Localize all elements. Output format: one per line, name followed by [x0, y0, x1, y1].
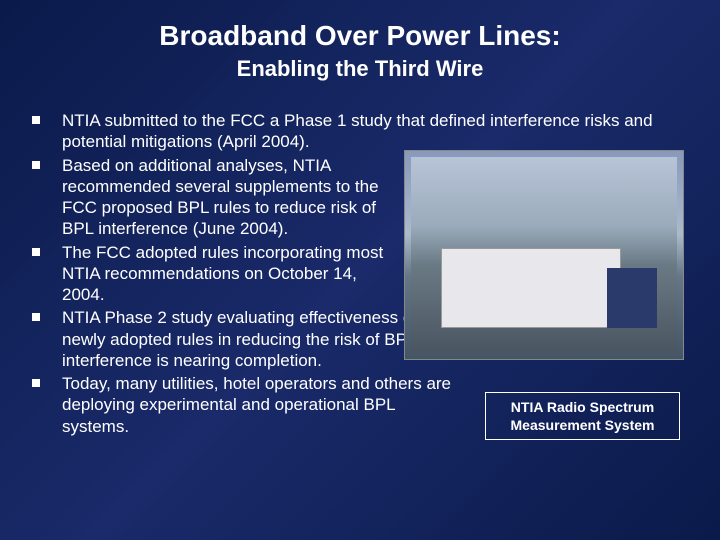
- embedded-image: [404, 150, 684, 360]
- content-area: NTIA submitted to the FCC a Phase 1 stud…: [30, 110, 690, 437]
- truck-body-shape: [441, 248, 621, 328]
- bullet-marker-icon: [32, 116, 40, 124]
- slide-container: Broadband Over Power Lines: Enabling the…: [0, 0, 720, 540]
- caption-line: Measurement System: [494, 416, 671, 434]
- image-caption: NTIA Radio Spectrum Measurement System: [485, 392, 680, 440]
- truck-cab-shape: [607, 268, 657, 328]
- bullet-item: NTIA submitted to the FCC a Phase 1 stud…: [30, 110, 690, 153]
- bullet-marker-icon: [32, 379, 40, 387]
- bullet-text: Today, many utilities, hotel operators a…: [62, 373, 462, 437]
- slide-title: Broadband Over Power Lines:: [30, 20, 690, 52]
- caption-line: NTIA Radio Spectrum: [494, 398, 671, 416]
- bullet-marker-icon: [32, 161, 40, 169]
- bullet-text: The FCC adopted rules incorporating most…: [62, 242, 402, 306]
- bullet-text: NTIA Phase 2 study evaluating effectiven…: [62, 307, 462, 371]
- bullet-marker-icon: [32, 313, 40, 321]
- bullet-marker-icon: [32, 248, 40, 256]
- image-content: [411, 157, 678, 353]
- slide-subtitle: Enabling the Third Wire: [30, 56, 690, 82]
- bullet-text: NTIA submitted to the FCC a Phase 1 stud…: [62, 110, 682, 153]
- bullet-text: Based on additional analyses, NTIA recom…: [62, 155, 402, 240]
